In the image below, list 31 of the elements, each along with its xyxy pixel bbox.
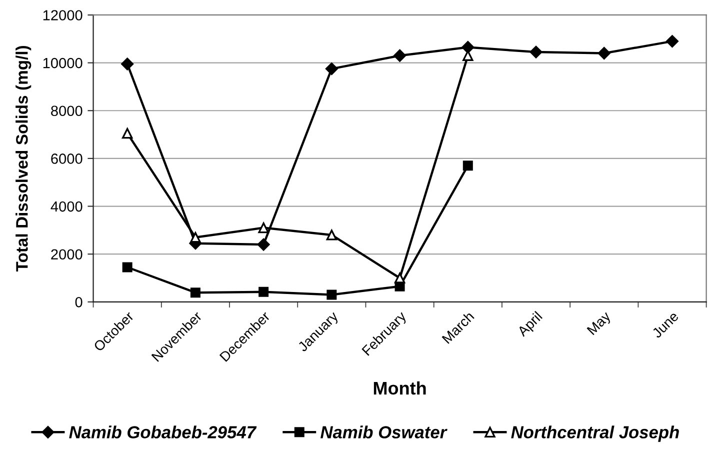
legend-label: Namib Oswater — [320, 426, 448, 438]
legend-label: Northcentral Joseph — [511, 426, 679, 442]
point — [462, 41, 474, 54]
point — [598, 47, 610, 60]
y-tick-label: 8000 — [51, 106, 82, 116]
y-tick-label: 2000 — [51, 249, 82, 260]
y-tick-label: 6000 — [51, 154, 82, 164]
x-axis-title: Month — [374, 381, 426, 395]
point — [394, 272, 406, 284]
x-tick-label: May — [586, 310, 614, 338]
point — [462, 160, 473, 171]
point — [257, 238, 270, 251]
point — [258, 222, 269, 234]
point — [326, 230, 338, 240]
point — [122, 128, 133, 139]
point — [190, 288, 200, 298]
y-tick-label: 4000 — [50, 201, 82, 212]
point — [394, 49, 406, 62]
y-tick-label: 10000 — [43, 58, 82, 68]
point — [190, 232, 201, 243]
point — [326, 290, 337, 300]
point — [530, 46, 542, 58]
y-tick-label: 12000 — [43, 10, 82, 20]
point — [325, 62, 338, 76]
y-tick-label: 0 — [75, 297, 82, 308]
point — [666, 35, 678, 48]
point — [121, 58, 134, 70]
legend-label: Namib Gobabeb-29547 — [69, 426, 257, 438]
point — [258, 286, 269, 297]
point — [122, 262, 132, 272]
y-axis-title: Total Dissolved Solids (mg/l) — [16, 46, 32, 272]
